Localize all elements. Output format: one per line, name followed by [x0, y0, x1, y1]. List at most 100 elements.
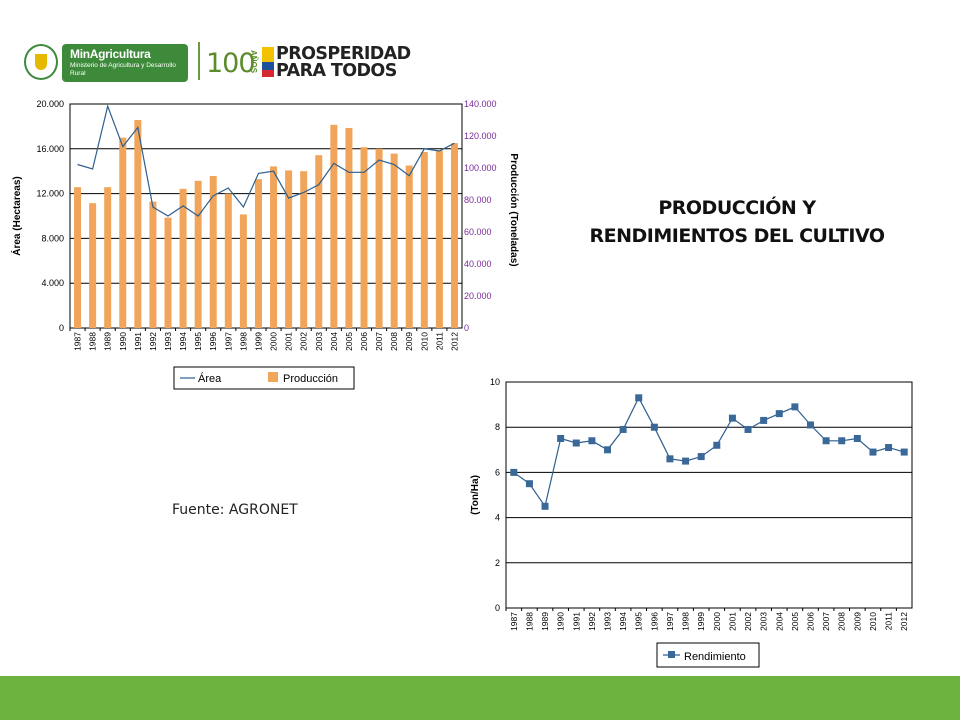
chart1-bar — [270, 166, 278, 328]
footer-bar — [0, 676, 960, 720]
chart1-x-tick-label: 1993 — [163, 332, 173, 351]
chart2-point — [697, 453, 705, 461]
chart1-x-tick-label: 2003 — [314, 332, 324, 351]
chart2-y-tick-label: 10 — [490, 377, 500, 387]
chart2-x-tick-label: 2006 — [806, 612, 816, 631]
chart2-point — [713, 441, 721, 449]
chart1-x-tick-label: 2012 — [449, 332, 459, 351]
chart2-y-tick-label: 8 — [495, 422, 500, 432]
chart2-point — [619, 425, 627, 433]
chart2-x-tick-label: 2011 — [884, 612, 894, 631]
chart2-x-tick-label: 1996 — [649, 612, 659, 631]
chart2-point — [666, 455, 674, 463]
chart1-y-tick-label: 0 — [59, 323, 64, 333]
chart1-bar — [390, 153, 398, 328]
chart2-point — [650, 423, 658, 431]
chart2-point — [822, 437, 830, 445]
slide-title-line-1: PRODUCCIÓN Y — [658, 197, 816, 219]
ministry-name: MinAgricultura — [70, 47, 151, 61]
chart1-x-tick-label: 1988 — [88, 332, 98, 351]
chart1-y2-tick-label: 20.000 — [464, 291, 492, 301]
years-word: AÑOS — [249, 50, 258, 74]
chart1-x-tick-label: 1997 — [223, 332, 233, 351]
chart1-y-axis-label: Área (Hectareas) — [10, 176, 23, 256]
chart2-x-tick-label: 2012 — [899, 612, 909, 631]
chart1-y2-axis-label: Producción (Toneladas) — [508, 153, 519, 266]
chart2-x-tick-label: 2007 — [821, 612, 831, 631]
chart1-y-tick-label: 20.000 — [36, 99, 64, 109]
chart2-x-tick-label: 2009 — [852, 612, 862, 631]
chart1-legend: Área Producción — [173, 366, 355, 390]
chart1-x-tick-label: 2001 — [284, 332, 294, 351]
chart1-x-tick-label: 1995 — [193, 332, 203, 351]
chart1-bar — [285, 170, 293, 328]
chart2-x-tick-label: 2010 — [868, 612, 878, 631]
chart1-x-tick-label: 2005 — [344, 332, 354, 351]
slide-title-line-2: RENDIMIENTOS DEL CULTIVO — [589, 225, 885, 247]
chart1-bar — [435, 150, 443, 328]
chart2-point — [525, 480, 533, 488]
chart1-x-tick-label: 2008 — [389, 332, 399, 351]
chart2-y-tick-label: 2 — [495, 558, 500, 568]
slide-title: PRODUCCIÓN Y RENDIMIENTOS DEL CULTIVO — [560, 194, 914, 250]
chart2-x-tick-label: 1999 — [696, 612, 706, 631]
chart1-bar — [134, 120, 142, 328]
chart2-y-tick-label: 4 — [495, 513, 500, 523]
chart1-x-tick-label: 1987 — [73, 332, 83, 351]
logo-divider — [198, 42, 200, 80]
chart1-bar — [209, 176, 217, 328]
chart2-x-tick-label: 2000 — [712, 612, 722, 631]
chart1-bar — [360, 147, 368, 328]
chart1-x-tick-label: 2000 — [269, 332, 279, 351]
chart2-point — [510, 468, 518, 476]
chart2-point — [775, 410, 783, 418]
chart2-x-tick-label: 1990 — [556, 612, 566, 631]
chart2-point — [869, 448, 877, 456]
chart1-bar — [119, 137, 127, 328]
chart2-x-tick-label: 1991 — [571, 612, 581, 631]
chart1-bar — [345, 128, 353, 328]
chart2-point — [760, 416, 768, 424]
chart1-bar — [450, 143, 458, 328]
chart1-x-tick-label: 1996 — [208, 332, 218, 351]
chart1-x-tick-label: 2006 — [359, 332, 369, 351]
chart1-x-tick-label: 2009 — [404, 332, 414, 351]
chart1-bar — [104, 187, 112, 328]
chart1-bar — [405, 165, 413, 328]
chart1-y-tick-label: 16.000 — [36, 144, 64, 154]
chart2-point — [885, 444, 893, 452]
legend-yield-swatch — [668, 651, 675, 658]
chart1-bar — [315, 155, 323, 328]
chart1-y-tick-label: 4.000 — [41, 278, 64, 288]
ministry-logo: MinAgricultura Ministerio de Agricultura… — [62, 44, 188, 82]
chart2-point — [728, 414, 736, 422]
chart1-bar — [239, 214, 247, 328]
chart2-point — [557, 435, 565, 442]
chart1-bar — [179, 188, 187, 328]
chart1-x-tick-label: 1989 — [103, 332, 113, 351]
chart1-x-tick-label: 1994 — [178, 332, 188, 351]
chart1-y2-tick-label: 60.000 — [464, 227, 492, 237]
chart1-bar — [224, 193, 232, 328]
chart2-x-tick-label: 2003 — [759, 612, 769, 631]
chart2-point — [744, 425, 752, 433]
chart2-x-tick-label: 1994 — [618, 612, 628, 631]
chart2-x-tick-label: 1989 — [540, 612, 550, 631]
slogan-line-2: PARA TODOS — [276, 61, 397, 81]
chart2-x-tick-label: 1992 — [587, 612, 597, 631]
legend-yield-label: Rendimiento — [684, 651, 746, 663]
chart1-y2-tick-label: 140.000 — [464, 99, 497, 109]
chart1-x-tick-label: 2011 — [434, 332, 444, 351]
chart2-point — [682, 457, 690, 465]
years-number: 100 — [206, 48, 256, 79]
chart2-point — [791, 403, 799, 411]
source-note: Fuente: AGRONET — [172, 502, 298, 518]
chart1-x-tick-label: 1990 — [118, 332, 128, 351]
chart1-bar — [74, 187, 82, 328]
chart2-point — [572, 439, 580, 447]
chart2-x-tick-label: 2005 — [790, 612, 800, 631]
chart1-bar — [194, 180, 202, 328]
chart2-y-axis-label: (Ton/Ha) — [470, 475, 481, 515]
